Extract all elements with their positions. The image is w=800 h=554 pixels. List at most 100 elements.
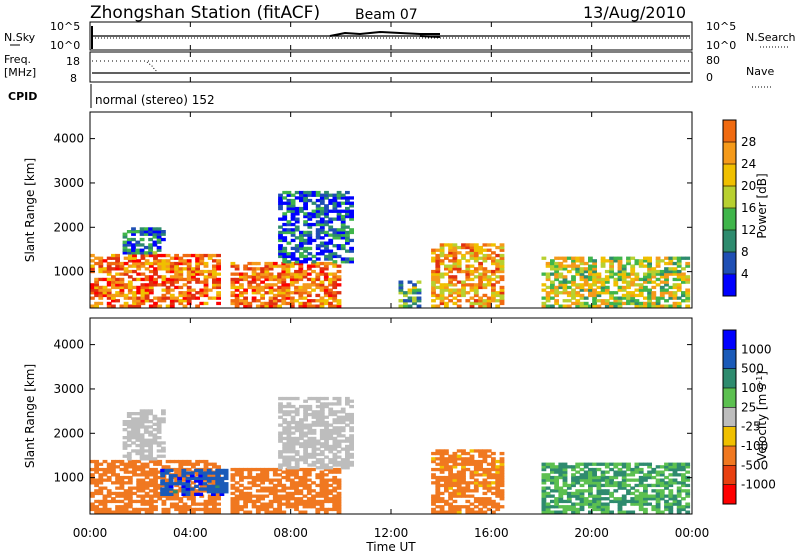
echo-cell <box>277 499 282 504</box>
echo-cell <box>122 243 128 247</box>
echo-cell <box>349 257 354 261</box>
colorbar-tick-label: 100 <box>741 381 764 395</box>
echo-cell <box>444 243 449 247</box>
echo-cell <box>115 267 120 271</box>
echo-cell <box>315 466 321 470</box>
echo-cell <box>319 507 325 512</box>
echo-cell <box>281 489 287 493</box>
echo-cell <box>630 299 636 303</box>
echo-cell <box>282 228 288 232</box>
echo-cell <box>306 505 312 509</box>
echo-cell <box>191 507 196 512</box>
echo-cell <box>319 396 325 401</box>
echo-cell <box>123 510 129 514</box>
echo-cell <box>319 463 325 467</box>
echo-cell <box>281 475 287 480</box>
echo-cell <box>672 462 678 466</box>
echo-cell <box>94 478 99 482</box>
echo-cell <box>473 449 479 453</box>
echo-cell <box>596 486 602 490</box>
echo-cell <box>435 451 441 456</box>
echo-cell <box>562 489 568 493</box>
echo-cell <box>634 299 640 303</box>
echo-cell <box>294 299 299 303</box>
echo-cell <box>255 507 261 512</box>
echo-cell <box>676 259 682 263</box>
echo-cell <box>349 204 354 208</box>
echo-cell <box>499 275 505 279</box>
echo-cell <box>435 497 441 501</box>
echo-cell <box>336 275 342 279</box>
echo-cell <box>195 470 200 474</box>
echo-cell <box>444 304 449 308</box>
echo-cell <box>294 505 299 509</box>
echo-cell <box>207 275 213 279</box>
echo-cell <box>119 261 125 266</box>
echo-cell <box>444 283 449 287</box>
echo-cell <box>230 467 236 472</box>
echo-cell <box>268 478 274 482</box>
echo-cell <box>558 283 564 287</box>
echo-cell <box>651 296 657 300</box>
echo-cell <box>461 494 466 498</box>
echo-cell <box>664 299 669 303</box>
echo-cell <box>676 473 682 477</box>
echo-cell <box>298 499 304 504</box>
noise-sky-peak <box>329 30 441 38</box>
echo-cell <box>122 248 128 252</box>
echo-cell <box>272 510 278 514</box>
echo-cell <box>315 283 321 287</box>
echo-cell <box>230 272 236 276</box>
echo-cell <box>349 412 354 417</box>
echo-cell <box>311 415 317 419</box>
echo-cell <box>268 275 274 279</box>
echo-cell <box>685 489 691 493</box>
echo-cell <box>307 233 313 237</box>
echo-cell <box>469 256 475 260</box>
echo-cell <box>571 264 576 268</box>
echo-cell <box>307 252 313 256</box>
echo-cell <box>332 452 338 457</box>
echo-cell <box>448 245 453 250</box>
echo-cell <box>144 470 150 474</box>
echo-cell <box>435 248 441 252</box>
echo-cell <box>554 489 559 493</box>
echo-cell <box>216 264 221 268</box>
echo-cell <box>247 275 253 279</box>
echo-cell <box>558 256 564 260</box>
echo-cell <box>234 299 240 303</box>
echo-cell <box>106 507 112 512</box>
echo-cell <box>349 228 354 232</box>
echo-cell <box>558 280 564 284</box>
echo-cell <box>191 272 196 276</box>
echo-cell <box>115 285 120 290</box>
echo-cell <box>495 481 501 485</box>
echo-cell <box>247 280 253 284</box>
echo-cell <box>260 478 265 482</box>
echo-cell <box>499 459 505 464</box>
echo-cell <box>194 476 199 481</box>
echo-cell <box>286 190 292 195</box>
echo-cell <box>153 267 158 271</box>
echo-cell <box>115 459 120 464</box>
echo-cell <box>345 249 350 253</box>
echo-cell <box>174 475 179 480</box>
echo-cell <box>643 304 648 308</box>
echo-cell <box>286 412 292 417</box>
echo-cell <box>164 487 170 491</box>
echo-cell <box>600 473 606 477</box>
echo-cell <box>148 248 153 252</box>
echo-cell <box>299 423 304 427</box>
echo-cell <box>332 206 338 211</box>
echo-cell <box>456 507 462 512</box>
echo-cell <box>482 293 488 298</box>
echo-cell <box>672 283 678 287</box>
echo-cell <box>328 238 334 243</box>
echo-cell <box>98 510 104 514</box>
echo-cell <box>139 420 145 424</box>
echo-cell <box>323 267 329 271</box>
echo-cell <box>319 407 325 411</box>
echo-cell <box>234 293 240 298</box>
echo-cell <box>604 481 610 485</box>
echo-cell <box>554 272 559 276</box>
